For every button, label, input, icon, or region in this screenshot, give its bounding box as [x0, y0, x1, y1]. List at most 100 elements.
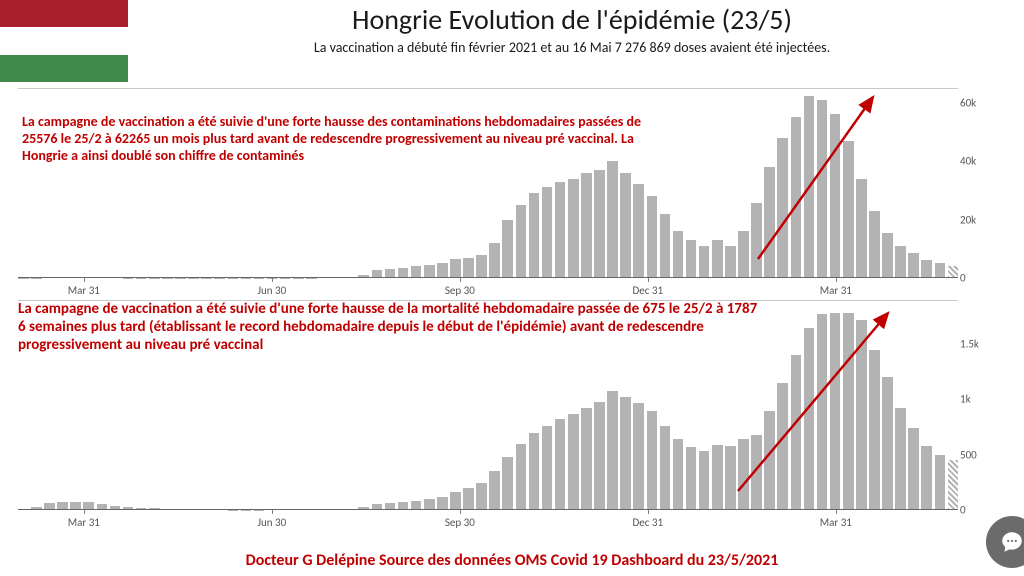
bar: [882, 233, 893, 278]
bar: [830, 313, 841, 510]
bar: [882, 377, 893, 510]
bar: [437, 497, 448, 510]
annotation-cases: La campagne de vaccination a été suivie …: [22, 114, 662, 164]
xtick-label: Mar 31: [820, 284, 852, 297]
bar: [463, 488, 474, 510]
bar: [791, 117, 802, 278]
ytick-label: 500: [960, 448, 977, 461]
bar: [607, 161, 618, 278]
deaths-yaxis: 05001k1.5k: [960, 301, 1008, 510]
bar: [686, 447, 697, 510]
bar: [921, 260, 932, 278]
flag-stripe-white: [0, 27, 128, 54]
ytick-label: 1k: [960, 393, 971, 406]
bar: [895, 408, 906, 510]
bar: [555, 419, 566, 510]
bar: [948, 460, 959, 510]
bar: [764, 411, 775, 510]
bar: [555, 182, 566, 278]
bar: [489, 243, 500, 278]
bar: [594, 402, 605, 510]
bar: [791, 355, 802, 510]
bar: [777, 383, 788, 510]
xtick-label: Sep 30: [445, 284, 475, 297]
flag-stripe-red: [0, 0, 128, 27]
bar: [817, 314, 828, 510]
flag-stripe-green: [0, 55, 128, 82]
cases-baseline: [18, 277, 958, 278]
bar: [516, 205, 527, 278]
bar: [699, 246, 710, 278]
bar: [804, 96, 815, 278]
bar: [516, 444, 527, 510]
bar: [594, 170, 605, 278]
xtick-label: Mar 31: [68, 284, 100, 297]
bar: [764, 167, 775, 278]
xtick-label: Jun 30: [257, 516, 286, 529]
bar: [751, 435, 762, 510]
xtick-label: Mar 31: [820, 516, 852, 529]
bar: [450, 259, 461, 278]
chat-icon: [999, 529, 1024, 555]
annotation-deaths: La campagne de vaccination a été suivie …: [18, 300, 758, 354]
bar: [921, 446, 932, 510]
xtick-label: Sep 30: [445, 516, 475, 529]
xtick-label: Jun 30: [257, 284, 286, 297]
ytick-label: 0: [960, 504, 966, 517]
bar: [450, 492, 461, 510]
bar: [725, 246, 736, 278]
page-title: Hongrie Evolution de l'épidémie (23/5): [128, 2, 1016, 37]
xtick-label: Dec 31: [633, 284, 664, 297]
ytick-label: 0: [960, 272, 966, 285]
bar: [869, 350, 880, 510]
bar: [620, 173, 631, 278]
bar: [843, 141, 854, 278]
cases-yaxis: 020k40k60k: [960, 89, 1008, 278]
bar: [633, 184, 644, 278]
bar: [529, 193, 540, 278]
bar: [830, 114, 841, 278]
bar: [529, 433, 540, 510]
bar: [660, 214, 671, 278]
bar: [738, 231, 749, 278]
bar: [476, 255, 487, 278]
bar: [935, 263, 946, 278]
bar: [581, 173, 592, 278]
bar: [673, 231, 684, 278]
bar: [568, 179, 579, 278]
page-subtitle: La vaccination a débuté fin février 2021…: [128, 39, 1016, 56]
source-footer: Docteur G Delépine Source des données OM…: [0, 551, 1024, 570]
bar: [817, 100, 828, 278]
xtick-label: Mar 31: [68, 516, 100, 529]
bar: [895, 246, 906, 278]
bar: [502, 457, 513, 510]
bar: [686, 240, 697, 278]
bar: [633, 403, 644, 510]
bar: [738, 439, 749, 510]
bar: [856, 179, 867, 278]
bar: [725, 446, 736, 510]
xtick-label: Dec 31: [633, 516, 664, 529]
bar: [437, 263, 448, 278]
bar: [502, 220, 513, 278]
bar: [647, 196, 658, 278]
bar: [777, 138, 788, 278]
bar: [712, 240, 723, 278]
bar: [843, 313, 854, 511]
bar: [463, 258, 474, 278]
ytick-label: 60k: [960, 96, 976, 109]
bar: [935, 455, 946, 510]
bar: [542, 187, 553, 278]
ytick-label: 1.5k: [960, 338, 979, 351]
bar: [804, 328, 815, 510]
header: Hongrie Evolution de l'épidémie (23/5) L…: [128, 2, 1016, 56]
ytick-label: 20k: [960, 213, 976, 226]
bar: [712, 445, 723, 510]
ytick-label: 40k: [960, 155, 976, 168]
bar: [660, 426, 671, 510]
bar: [647, 411, 658, 510]
cases-xticks: [18, 278, 958, 282]
deaths-xticks: [18, 510, 958, 514]
bar: [607, 391, 618, 510]
bar: [542, 426, 553, 510]
